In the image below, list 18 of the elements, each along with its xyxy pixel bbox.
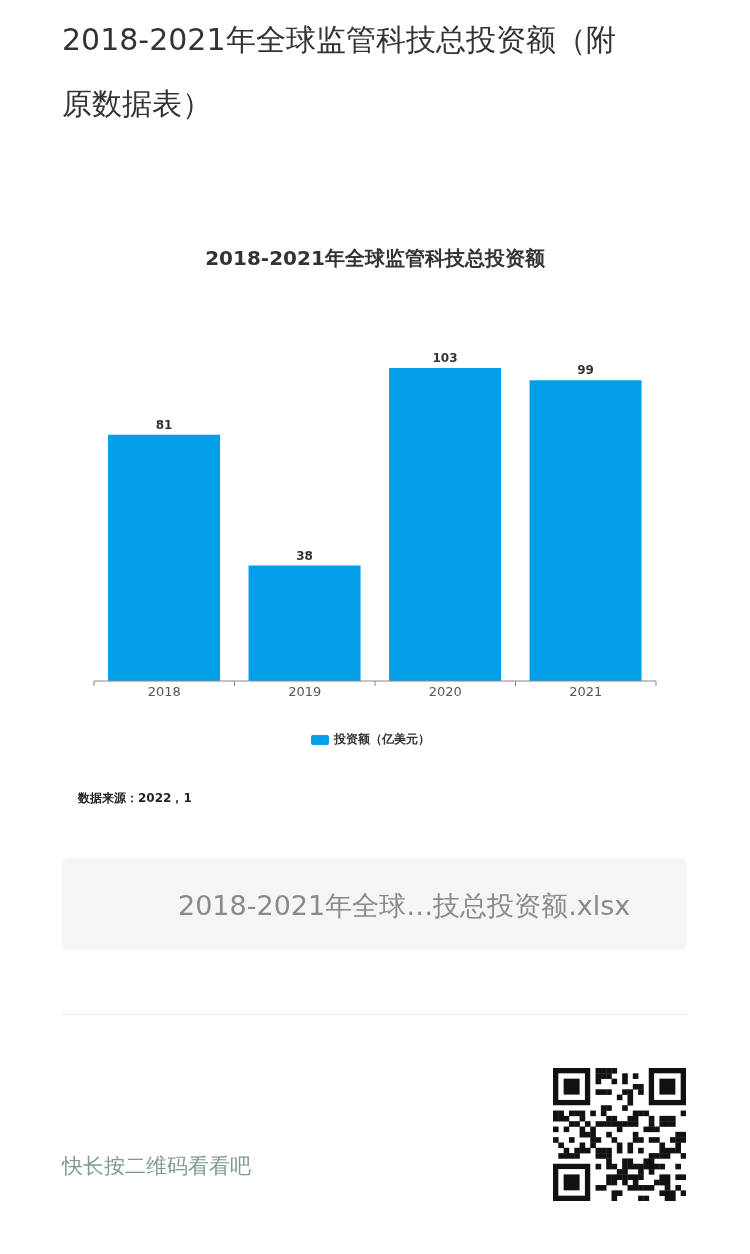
text: 2018-2021年全球监管科技总投资额（附原数据表） [62,21,617,123]
text: 快长按二维码看看吧 [62,1153,251,1180]
source-note: 数据来源：2022，1 [78,790,192,807]
text: 2018-2021年全球…技总投资额.xlsx [178,889,631,923]
data-label: 99 [577,363,594,378]
x-tick-label: 2021 [569,684,603,699]
bar [248,565,361,681]
legend-label: 投资额（亿美元） [333,731,430,748]
x-tick-label: 2019 [288,684,322,699]
x-tick-label: 2018 [147,684,181,699]
bar [529,380,642,681]
data-label: 81 [155,417,173,432]
data-label: 103 [432,351,458,365]
data-label: 38 [296,548,313,563]
bar [389,368,502,681]
bar [108,434,221,681]
chart-title: 2018-2021年全球监管科技总投资额 [204,245,546,272]
x-tick-label: 2020 [428,684,462,699]
